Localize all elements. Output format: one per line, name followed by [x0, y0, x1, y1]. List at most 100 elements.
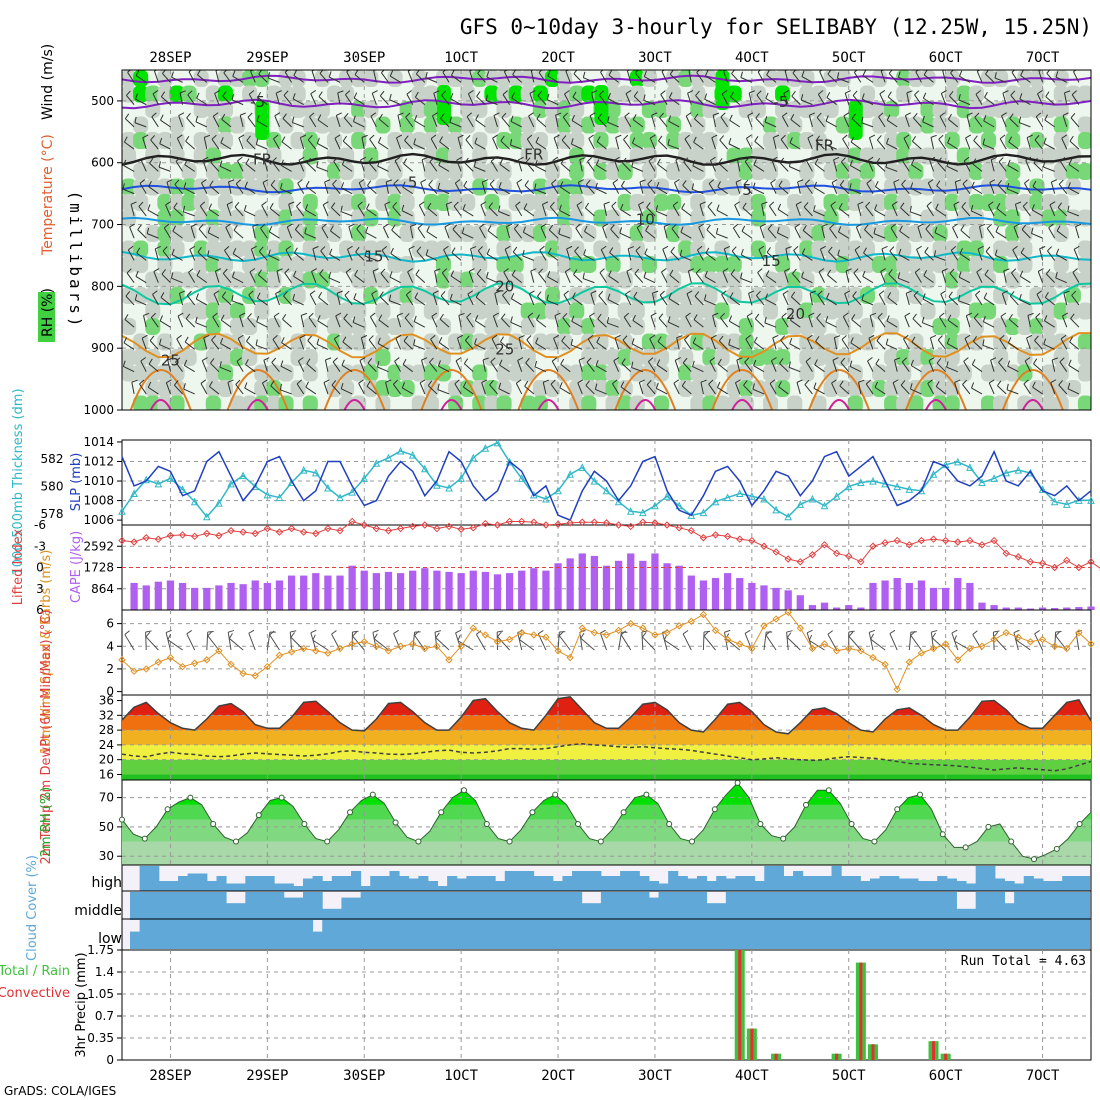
- barb-flag: [1034, 135, 1040, 141]
- barb-flag: [391, 224, 396, 231]
- rh-cell: [254, 271, 270, 289]
- barb-staff: [935, 386, 946, 395]
- rh-cell: [339, 395, 355, 410]
- barb-flag: [1044, 291, 1049, 298]
- rh-cell: [714, 256, 730, 273]
- barb-staff: [560, 363, 571, 373]
- barb-flag: [789, 337, 793, 344]
- rh-cell: [532, 302, 548, 320]
- barb-staff: [209, 185, 220, 195]
- barb-flag: [600, 245, 607, 251]
- barb-flag: [158, 161, 161, 168]
- barb-staff: [322, 204, 329, 217]
- rh-cell: [254, 364, 270, 382]
- barb-staff: [696, 72, 704, 83]
- barb-flag: [255, 138, 259, 145]
- barb-staff: [413, 143, 426, 150]
- precip-convective-bar: [750, 1028, 754, 1060]
- rh-cell: [968, 101, 984, 118]
- barb-flag: [560, 158, 565, 164]
- barb-flag: [910, 182, 914, 189]
- precip-panel: 00.350.71.051.41.75 Run Total = 4.63 3hr…: [0, 943, 1092, 1067]
- thickness-point: [699, 508, 708, 517]
- barb-staff: [764, 322, 777, 328]
- barb-flag: [805, 179, 811, 185]
- barb-flag: [626, 268, 633, 272]
- barb-flag: [772, 334, 779, 339]
- barb-flag: [294, 224, 300, 230]
- barb-flag: [868, 334, 875, 339]
- barb-staff: [875, 363, 886, 373]
- rh-cell: [532, 132, 548, 149]
- barb-flag: [675, 357, 681, 361]
- cape-bar: [711, 578, 720, 610]
- barb-flag: [639, 179, 646, 183]
- barb-staff: [475, 296, 486, 306]
- contour-label: FR: [253, 151, 272, 169]
- rh-cell: [871, 302, 888, 320]
- barb-staff: [623, 316, 632, 328]
- barb-flag: [290, 630, 297, 633]
- rh-cell: [993, 364, 1009, 382]
- barb-flag: [687, 90, 694, 94]
- rh-cell: [205, 364, 221, 382]
- rh-cell: [690, 101, 706, 118]
- barb-staff: [651, 115, 656, 128]
- rh-cell: [690, 132, 706, 149]
- barb-flag: [1007, 337, 1012, 343]
- barb-staff: [975, 294, 983, 306]
- rh-cell: [714, 302, 730, 320]
- lifted-index-point: [178, 531, 187, 539]
- barb-flag: [1058, 380, 1063, 386]
- barb-staff: [709, 160, 716, 172]
- barb-flag: [623, 134, 629, 140]
- barb-staff: [571, 143, 583, 150]
- barb-staff: [784, 70, 789, 83]
- rh-cell: [726, 271, 742, 289]
- barb-flag: [466, 312, 472, 318]
- barb-flag: [154, 70, 158, 72]
- cape-bar: [784, 590, 792, 610]
- isotherm-arc: [905, 369, 967, 410]
- rh-cell: [896, 194, 912, 211]
- barb-staff: [479, 227, 486, 239]
- barb-staff: [138, 206, 147, 217]
- barb-staff: [868, 337, 874, 350]
- barb-flag: [614, 334, 621, 339]
- cloud-cell: [216, 892, 227, 920]
- barb-staff: [699, 204, 704, 217]
- barb-flag: [931, 632, 937, 639]
- rh-cell: [944, 194, 960, 211]
- barb-flag: [441, 90, 447, 96]
- lifted-index-point: [518, 517, 526, 526]
- barb-staff: [668, 120, 680, 128]
- barb-flag: [625, 290, 631, 295]
- barb-flag: [494, 290, 501, 294]
- barb-flag: [307, 335, 312, 341]
- cloud-cell: [456, 892, 467, 920]
- thickness-point: [275, 493, 284, 502]
- upper-air-frame: [121, 69, 1092, 411]
- lifted-index-point: [469, 524, 477, 532]
- barb-staff: [613, 360, 620, 372]
- barb-staff: [518, 639, 535, 651]
- barb-staff: [819, 71, 825, 83]
- barb-flag: [1007, 360, 1011, 367]
- slp-tick-label: 1010: [83, 474, 114, 488]
- barb-staff: [708, 183, 716, 194]
- barb-flag: [244, 181, 248, 188]
- barb-flag: [185, 313, 191, 319]
- cloud-cell: [841, 892, 852, 920]
- temp-band: [122, 774, 1091, 780]
- barb-flag: [365, 226, 369, 233]
- cloud-cell: [341, 897, 352, 920]
- cloud-cell: [283, 883, 294, 891]
- rh-cell: [678, 302, 694, 320]
- barb-staff: [1063, 92, 1068, 105]
- rh-cell: [714, 333, 730, 351]
- isotherm-arc: [129, 369, 192, 410]
- barb-staff: [135, 98, 147, 106]
- barb-staff: [745, 338, 753, 350]
- barb-staff: [257, 274, 268, 284]
- cloud-cell: [216, 920, 227, 949]
